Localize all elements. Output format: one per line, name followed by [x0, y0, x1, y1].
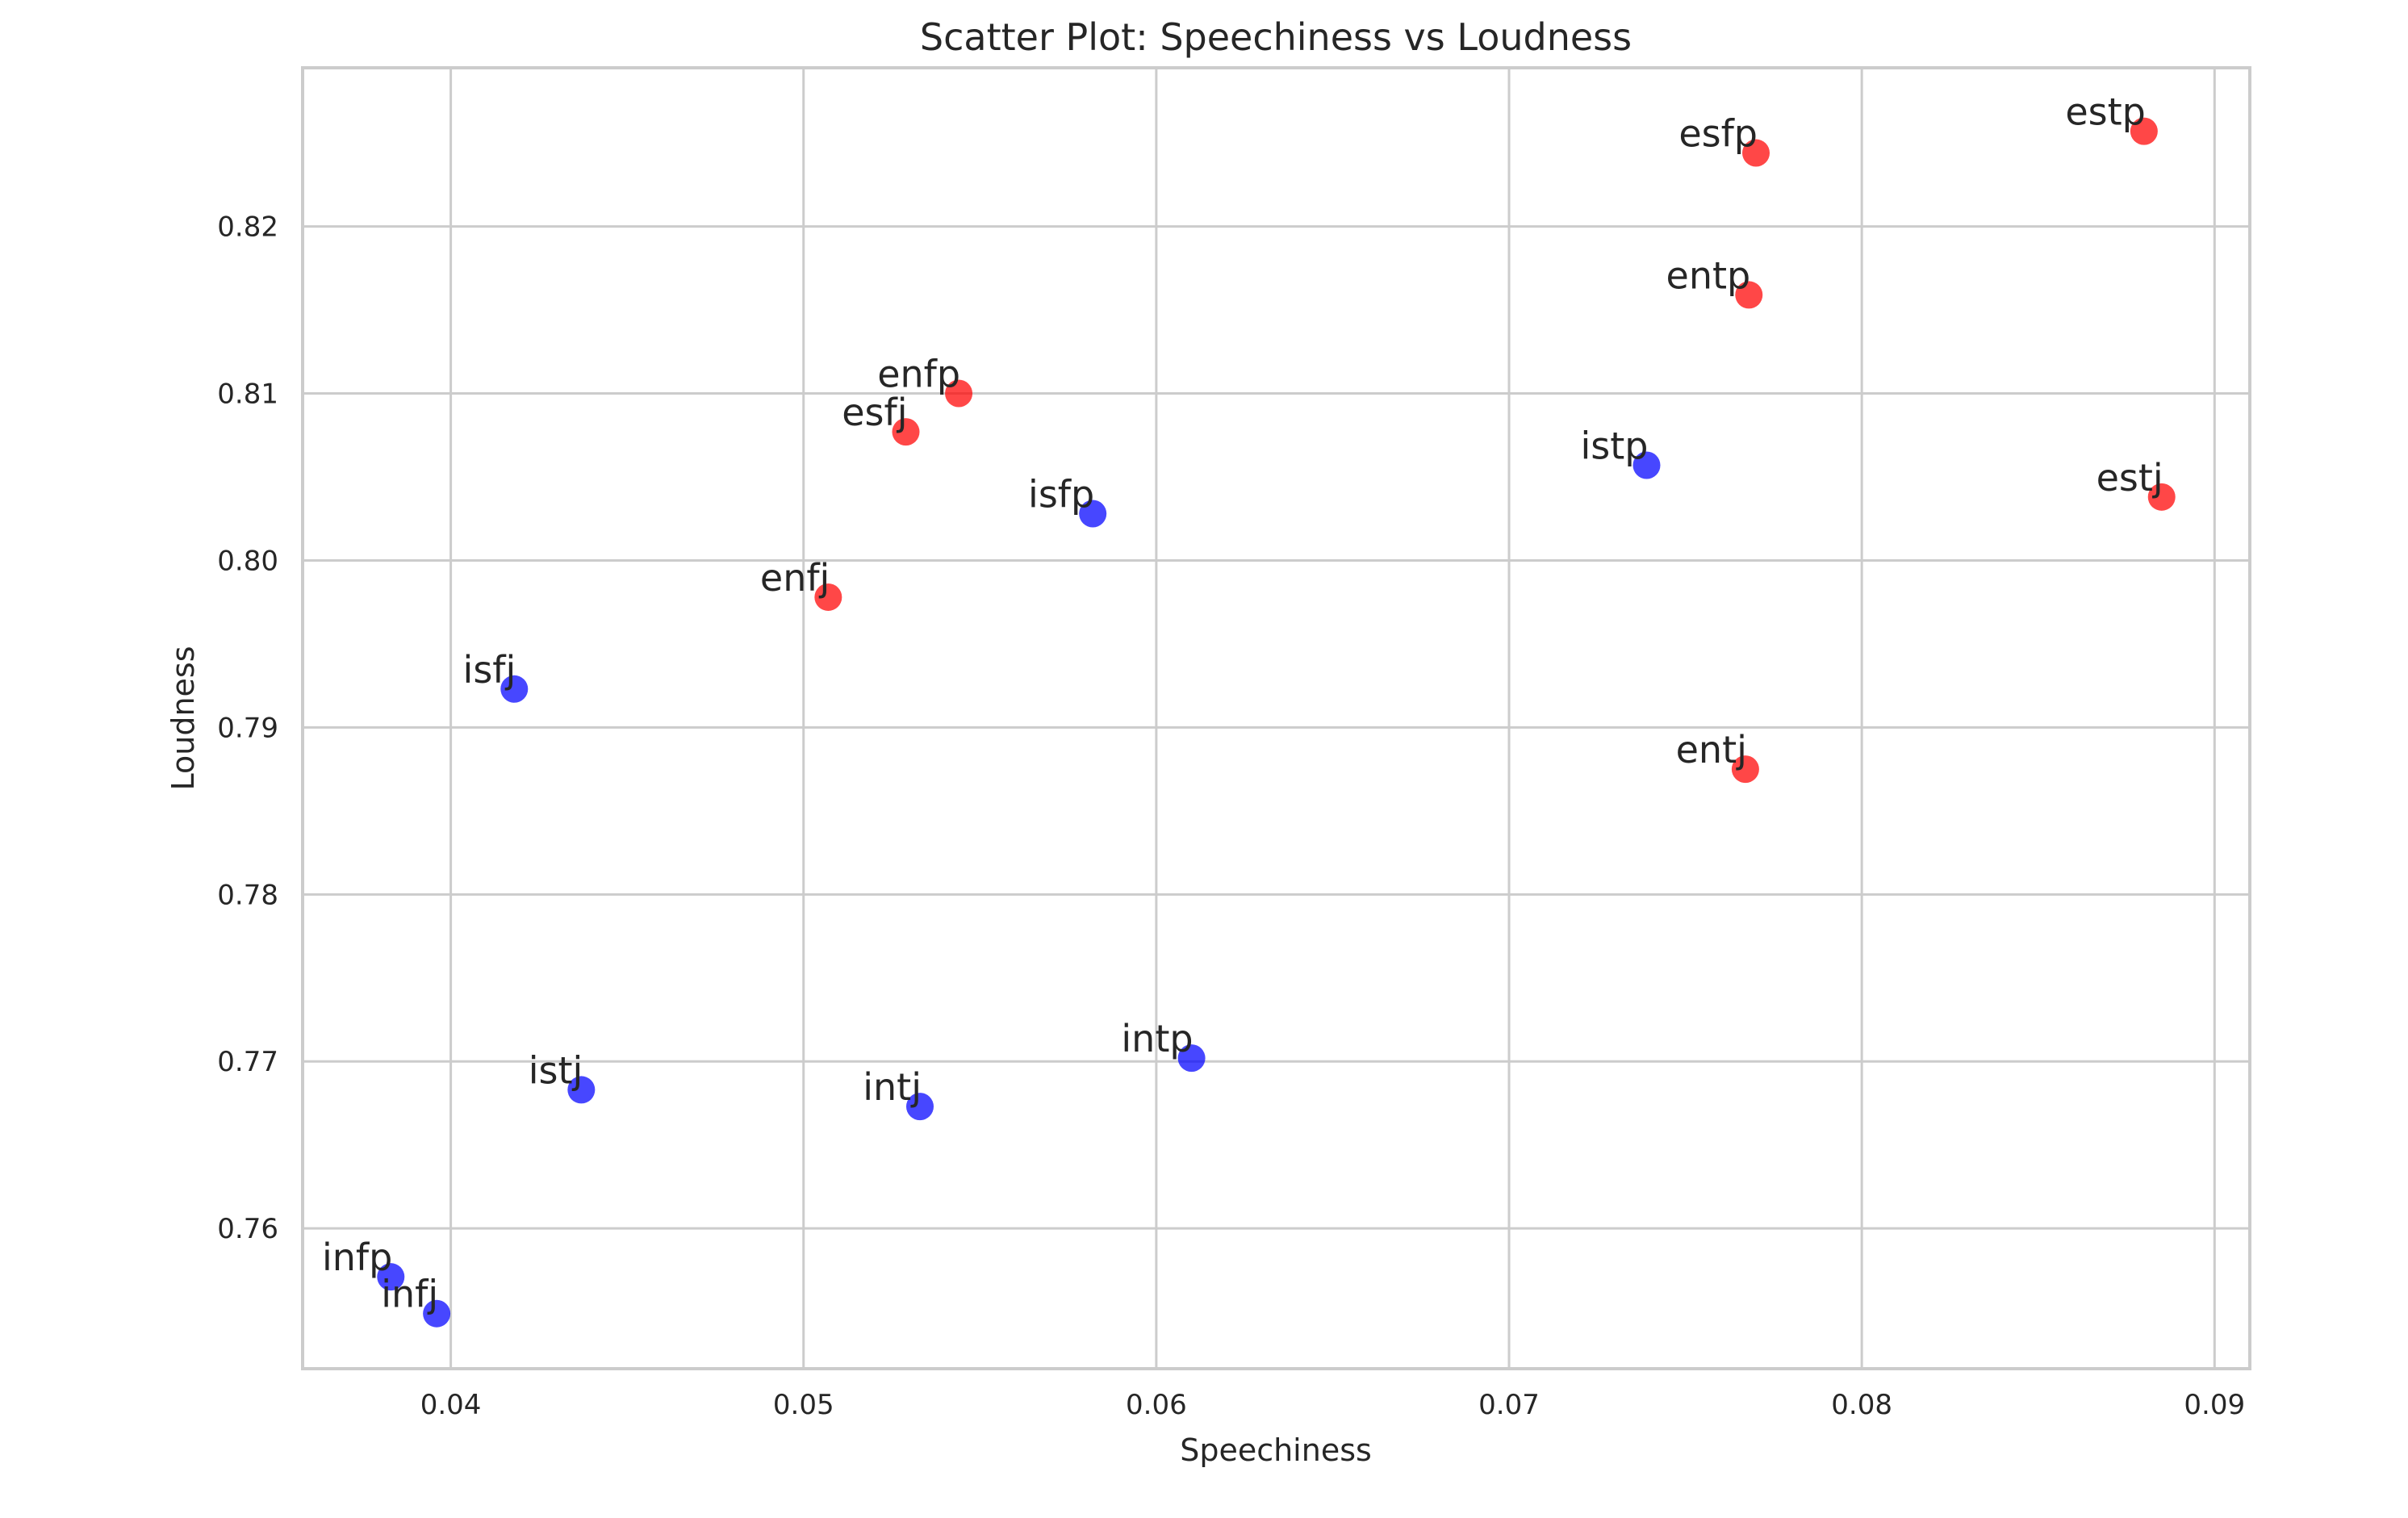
- x-tick-label: 0.09: [2184, 1389, 2245, 1421]
- y-tick-labels: 0.76 0.77 0.78 0.79 0.80 0.81 0.82: [217, 211, 278, 1246]
- data-point: [567, 1076, 596, 1104]
- data-point-label: intj: [863, 1065, 922, 1109]
- data-point-label: infj: [381, 1273, 438, 1316]
- grid-lines: [303, 68, 2250, 1369]
- data-point: [2147, 483, 2176, 511]
- data-point: [500, 675, 529, 703]
- data-point-label: entp: [1666, 253, 1751, 297]
- data-point-label: enfj: [760, 556, 830, 600]
- data-point: [1177, 1044, 1206, 1073]
- data-point-label: istj: [529, 1048, 583, 1092]
- x-axis-label: Speechiness: [1180, 1432, 1372, 1468]
- x-tick-label: 0.06: [1126, 1389, 1187, 1421]
- x-tick-label: 0.04: [420, 1389, 482, 1421]
- y-tick-label: 0.79: [217, 712, 278, 744]
- data-point: [1633, 451, 1661, 479]
- plot-frame: [301, 66, 2251, 1370]
- data-point: [814, 583, 842, 611]
- y-tick-label: 0.80: [217, 545, 278, 577]
- x-tick-label: 0.05: [773, 1389, 834, 1421]
- x-tick-label: 0.07: [1478, 1389, 1540, 1421]
- y-tick-label: 0.76: [217, 1213, 278, 1245]
- chart-title: Scatter Plot: Speechiness vs Loudness: [920, 15, 1632, 59]
- y-tick-label: 0.77: [217, 1046, 278, 1078]
- y-axis-label: Loudness: [165, 646, 201, 790]
- data-point-label: entj: [1676, 728, 1747, 772]
- data-point-label: istp: [1581, 424, 1649, 467]
- data-point-label: esfj: [842, 391, 907, 434]
- data-point: [1742, 139, 1770, 167]
- x-tick-label: 0.08: [1831, 1389, 1892, 1421]
- x-tick-labels: 0.04 0.05 0.06 0.07 0.08 0.09: [420, 1389, 2245, 1421]
- data-point-label: estp: [2065, 90, 2146, 134]
- data-point: [2130, 117, 2158, 145]
- data-point-label: isfj: [463, 648, 516, 692]
- y-tick-label: 0.78: [217, 879, 278, 911]
- data-point: [1735, 281, 1763, 309]
- data-point: [905, 1093, 934, 1121]
- data-point: [892, 418, 920, 446]
- data-point-label: enfp: [877, 353, 960, 396]
- y-tick-label: 0.82: [217, 211, 278, 244]
- data-point-label: estj: [2097, 456, 2163, 500]
- data-point: [1079, 500, 1107, 528]
- data-point-label: isfp: [1028, 473, 1094, 516]
- data-point: [1731, 755, 1759, 784]
- data-point: [945, 379, 973, 408]
- data-point-label: intp: [1121, 1017, 1193, 1060]
- y-tick-label: 0.81: [217, 378, 278, 411]
- data-point: [423, 1299, 451, 1328]
- data-point: [377, 1263, 405, 1291]
- data-point-label: infp: [322, 1236, 392, 1279]
- data-point-label: esfp: [1678, 112, 1758, 156]
